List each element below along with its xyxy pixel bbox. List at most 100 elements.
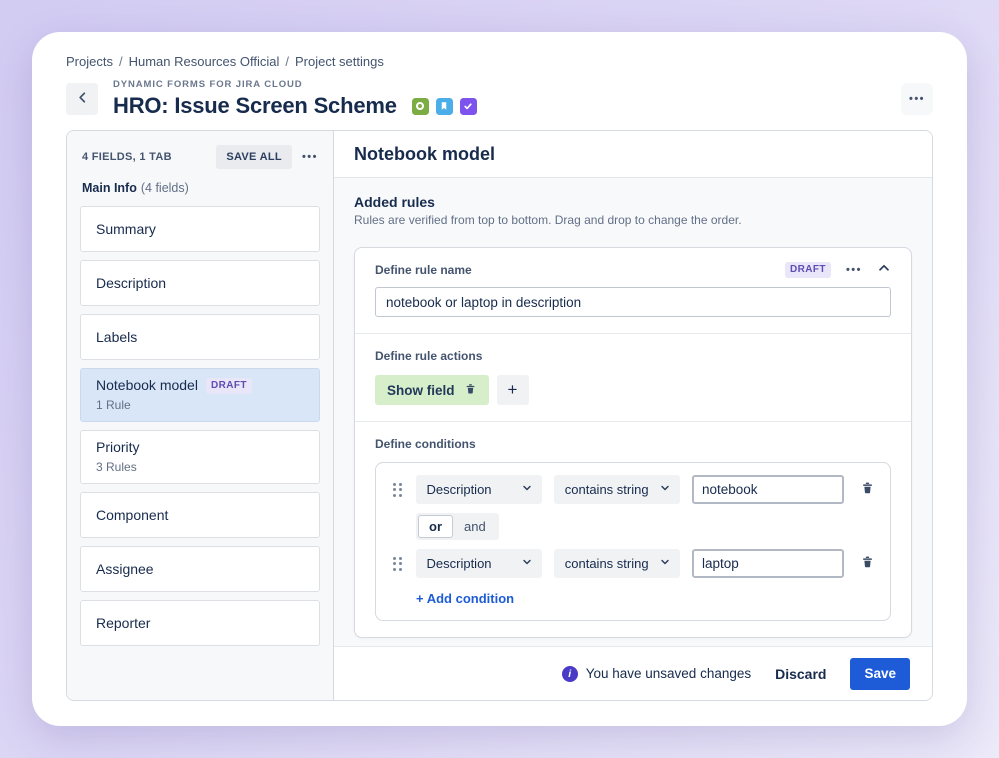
field-label: Priority [96,439,140,455]
rule-name-input[interactable] [375,287,891,317]
page-header: DYNAMIC FORMS FOR JIRA CLOUD HRO: Issue … [66,79,933,119]
select-value: Description [426,482,492,497]
delete-condition-button[interactable] [860,554,875,573]
app-window: Projects / Human Resources Official / Projec… [32,32,967,726]
plus-icon: + [507,380,518,399]
unsaved-text: You have unsaved changes [585,666,752,681]
condition-block: Description contains string [375,462,891,621]
page-title: HRO: Issue Screen Scheme [113,93,397,118]
drag-handle-icon[interactable] [391,553,404,575]
check-app-icon [459,97,477,115]
rule-draft-badge: DRAFT [785,261,831,278]
field-rule-count: 3 Rules [96,460,137,474]
field-detail-panel: Notebook model Added rules Rules are ver… [334,131,932,700]
show-field-action-chip[interactable]: Show field [375,375,489,405]
panels-container: 4 FIELDS, 1 TAB SAVE ALL ••• Main Info (4… [66,130,933,701]
rule-conditions-section: Define conditions Description contains s… [355,421,911,637]
field-card-reporter[interactable]: Reporter [80,600,320,646]
chevron-down-icon [659,556,671,571]
chevron-up-icon [877,261,891,278]
added-rules-subtitle: Rules are verified from top to bottom. D… [354,213,742,227]
more-dots-icon: ••• [845,263,862,276]
discard-button[interactable]: Discard [775,665,827,682]
field-list: Summary Description Labels Notebook mode… [80,206,320,646]
add-action-button[interactable]: + [496,375,529,405]
app-label: DYNAMIC FORMS FOR JIRA CLOUD [113,79,303,90]
trash-icon [860,480,875,499]
info-icon: i [561,665,578,682]
field-card-assignee[interactable]: Assignee [80,546,320,592]
field-card-summary[interactable]: Summary [80,206,320,252]
conditions-label: Define conditions [375,437,476,451]
breadcrumb-project-settings[interactable]: Project settings [294,54,384,69]
condition-value-input[interactable] [692,549,844,578]
drag-handle-icon[interactable] [391,479,404,501]
field-card-priority[interactable]: Priority 3 Rules [80,430,320,484]
chevron-left-icon [75,90,90,108]
trash-icon [860,554,875,573]
unsaved-changes-message: i You have unsaved changes [561,665,752,682]
field-label: Assignee [96,561,154,577]
chevron-down-icon [521,556,533,571]
condition-row: Description contains string [391,475,875,504]
sidebar-header: 4 FIELDS, 1 TAB SAVE ALL ••• [82,145,318,169]
select-value: contains string [564,482,649,497]
save-footer: i You have unsaved changes Discard Save [334,646,932,700]
tab-name: Main Info [82,181,137,195]
add-condition-button[interactable]: + Add condition [416,591,515,606]
field-label: Labels [96,329,138,345]
rule-actions-section: Define rule actions Show field + [355,333,911,421]
back-button[interactable] [66,83,98,115]
condition-operator-select[interactable]: contains string [553,549,680,578]
breadcrumb-project-name[interactable]: Human Resources Official [128,54,280,69]
more-dots-icon: ••• [908,93,926,105]
condition-operator-select[interactable]: contains string [553,475,680,504]
condition-field-select[interactable]: Description [415,475,542,504]
rules-area: Added rules Rules are verified from top … [334,178,932,646]
save-all-button[interactable]: SAVE ALL [216,145,292,169]
trash-icon [464,382,477,399]
select-value: contains string [564,556,649,571]
join-and-option[interactable]: and [464,519,486,534]
rule-collapse-button[interactable] [877,261,891,278]
chevron-down-icon [521,482,533,497]
select-value: Description [426,556,492,571]
fields-summary: 4 FIELDS, 1 TAB [82,151,172,163]
sidebar-more-button[interactable]: ••• [302,151,318,163]
rule-name-section: Define rule name DRAFT ••• [355,248,911,333]
field-label: Description [96,275,167,291]
save-button[interactable]: Save [850,657,910,690]
field-card-description[interactable]: Description [80,260,320,306]
join-or-option[interactable]: or [418,515,453,538]
draft-badge: DRAFT [205,377,252,394]
field-card-notebook-model[interactable]: Notebook model DRAFT 1 Rule [80,368,320,422]
bookmark-app-icon [435,97,453,115]
breadcrumb-projects[interactable]: Projects [66,54,113,69]
field-card-component[interactable]: Component [80,492,320,538]
field-card-labels[interactable]: Labels [80,314,320,360]
field-titlebar: Notebook model [334,131,932,178]
condition-row: Description contains string [391,549,875,578]
delete-condition-button[interactable] [860,480,875,499]
condition-value-input[interactable] [692,475,844,504]
action-chip-label: Show field [387,382,455,398]
field-label: Notebook model [96,377,198,393]
field-label: Summary [96,221,156,237]
bolt-app-icon [484,98,501,115]
condition-field-select[interactable]: Description [415,549,542,578]
join-toggle: or and [416,513,499,540]
breadcrumb-separator: / [285,54,289,69]
fields-sidebar: 4 FIELDS, 1 TAB SAVE ALL ••• Main Info (4… [67,131,334,700]
added-rules-title: Added rules [354,194,435,210]
tab-field-count: (4 fields) [140,181,189,195]
field-title: Notebook model [354,143,496,164]
rule-more-button[interactable]: ••• [846,264,862,276]
more-dots-icon: ••• [301,151,318,163]
field-rule-count: 1 Rule [96,398,131,412]
page-more-button[interactable]: ••• [901,83,933,115]
breadcrumb-separator: / [118,54,123,69]
rule-name-label: Define rule name [375,262,472,277]
rule-actions-label: Define rule actions [375,349,483,363]
field-label: Reporter [96,615,151,631]
rule-card: Define rule name DRAFT ••• [354,247,912,638]
